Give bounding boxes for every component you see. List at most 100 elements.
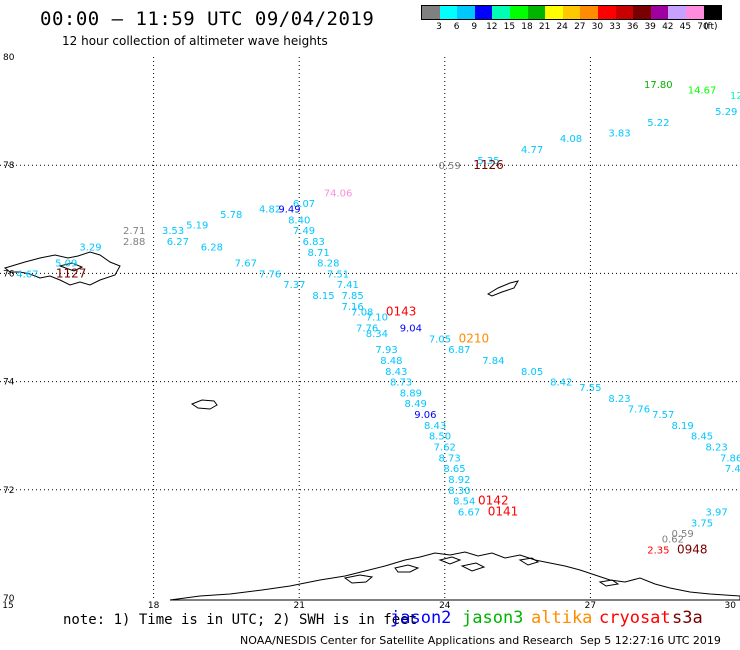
bear-island bbox=[190, 399, 218, 410]
wave-height-value: 3.97 bbox=[705, 507, 727, 518]
legend-unit: (ft) bbox=[704, 22, 718, 32]
latitude-label: 74 bbox=[3, 378, 15, 388]
legend-swatch bbox=[615, 6, 634, 19]
pass-time-label: 0141 bbox=[488, 504, 519, 518]
legend-swatch bbox=[492, 6, 510, 19]
wave-height-value: 74.06 bbox=[324, 188, 353, 199]
wave-observations: 17.80 14.67 12. 5.29 5.22 3.83 4.08 4.77 5.35 0.5… bbox=[16, 80, 740, 556]
island-1 bbox=[343, 574, 374, 584]
wave-height-value: 7.57 bbox=[652, 410, 674, 421]
legend-label: 6 bbox=[453, 22, 460, 32]
color-scale-legend: (ft) 3 6 9 12 15 18 21 24 27 30 33 36 39 42 45 70 bbox=[421, 5, 723, 34]
wave-height-value: 8.71 bbox=[307, 248, 329, 259]
latitude-label: 72 bbox=[3, 486, 14, 496]
wave-height-value: 8.23 bbox=[705, 443, 727, 454]
wave-height-value: 9.49 bbox=[278, 204, 300, 215]
wave-height-value: 7.16 bbox=[341, 302, 363, 313]
wave-height-value: 8.50 bbox=[429, 432, 451, 443]
wave-height-value: 6.27 bbox=[167, 237, 189, 248]
legend-swatch bbox=[422, 6, 440, 19]
legend-label: 36 bbox=[626, 22, 639, 32]
wave-height-value: 5.09 bbox=[55, 259, 77, 270]
wave-height-value: 8.49 bbox=[405, 399, 427, 410]
wave-height-value: 12. bbox=[730, 91, 740, 102]
wave-height-value: 8.43 bbox=[424, 421, 446, 432]
wave-height-value: 7.85 bbox=[341, 291, 363, 302]
satellite-jason2: jason2 bbox=[390, 608, 452, 628]
latitude-label: 78 bbox=[3, 161, 15, 171]
wave-height-value: 8.65 bbox=[443, 464, 465, 475]
wave-height-value: 9.06 bbox=[414, 410, 436, 421]
longitude-label: 24 bbox=[439, 601, 451, 611]
wave-height-value: 9.04 bbox=[400, 324, 422, 335]
wave-height-value: 5.78 bbox=[220, 210, 242, 221]
wave-height-value: 8.05 bbox=[521, 367, 543, 378]
legend-label: 27 bbox=[574, 22, 586, 32]
wave-height-value: 8.42 bbox=[550, 378, 572, 389]
wave-height-value: 8.89 bbox=[400, 388, 422, 399]
legend-swatch bbox=[509, 6, 528, 19]
legend-label: 21 bbox=[538, 22, 551, 32]
wave-height-value: 17.80 bbox=[644, 80, 673, 91]
island-3 bbox=[438, 556, 462, 565]
latitude-label: 80 bbox=[3, 53, 15, 63]
legend-label: 15 bbox=[503, 22, 516, 32]
legend-swatch bbox=[457, 6, 475, 19]
island-2 bbox=[394, 564, 420, 573]
wave-height-value: 2.71 bbox=[123, 226, 145, 237]
wave-height-value: 8.40 bbox=[288, 215, 310, 226]
wave-height-value: 8.23 bbox=[608, 394, 630, 405]
island-6 bbox=[598, 579, 620, 587]
legend-label: 24 bbox=[556, 22, 568, 32]
wave-height-value: 0.59 bbox=[671, 529, 693, 540]
legend-label: 30 bbox=[591, 22, 604, 32]
wave-height-value: 7.84 bbox=[482, 356, 504, 367]
legend-swatches bbox=[421, 5, 723, 20]
pass-time-label: 0210 bbox=[459, 331, 490, 345]
legend-swatch bbox=[545, 6, 563, 19]
wave-height-value: 6.83 bbox=[303, 237, 325, 248]
wave-height-value: 4.08 bbox=[560, 134, 582, 145]
longitude-label: 18 bbox=[148, 601, 160, 611]
wave-height-value: 8.73 bbox=[439, 453, 461, 464]
wave-height-value: 0.59 bbox=[439, 161, 461, 172]
footer-note: note: 1) Time is in UTC; 2) SWH is in fe… bbox=[63, 612, 418, 628]
island-5 bbox=[518, 557, 540, 566]
wave-height-value: 3.83 bbox=[608, 129, 630, 140]
legend-swatch bbox=[527, 6, 546, 19]
wave-height-value: 8.43 bbox=[385, 367, 407, 378]
wave-height-value: 8.73 bbox=[390, 378, 412, 389]
wave-height-value: 3.29 bbox=[79, 242, 101, 253]
wave-height-value: 7.62 bbox=[434, 443, 456, 454]
satellite-cryosat: cryosat bbox=[599, 608, 671, 628]
wave-height-value: 4.67 bbox=[16, 269, 38, 280]
longitude-label: 27 bbox=[585, 601, 596, 611]
legend-swatch bbox=[650, 6, 669, 19]
norway-coast bbox=[169, 551, 740, 601]
wave-height-value: 5.29 bbox=[715, 107, 737, 118]
wave-height-value: 8.34 bbox=[366, 329, 388, 340]
wave-height-value: 7.05 bbox=[429, 334, 451, 345]
pass-time-label: 1126 bbox=[473, 158, 504, 172]
legend-label: 12 bbox=[486, 22, 498, 32]
map-subtitle: 12 hour collection of altimeter wave hei… bbox=[62, 34, 328, 48]
pass-time-label: 0142 bbox=[478, 494, 509, 508]
legend-swatch bbox=[668, 6, 686, 19]
wave-height-value: 8.48 bbox=[380, 356, 402, 367]
wave-height-value: 8.45 bbox=[691, 432, 713, 443]
wave-height-value: 5.19 bbox=[186, 221, 208, 232]
wave-height-value: 3.75 bbox=[691, 518, 713, 529]
island-4 bbox=[460, 562, 486, 572]
satellite-altika: altika bbox=[531, 608, 593, 628]
legend-swatch bbox=[439, 6, 458, 19]
legend-label: 70 bbox=[697, 22, 709, 32]
legend-label: 18 bbox=[521, 22, 533, 32]
legend-swatch bbox=[685, 6, 704, 19]
legend-label: 39 bbox=[644, 22, 656, 32]
wave-height-value: 7.55 bbox=[579, 383, 601, 394]
wave-height-value: 8.30 bbox=[448, 486, 470, 497]
wave-height-value: 2.88 bbox=[123, 237, 145, 248]
wave-height-value: 6.07 bbox=[293, 199, 315, 210]
legend-label: 45 bbox=[679, 22, 692, 32]
